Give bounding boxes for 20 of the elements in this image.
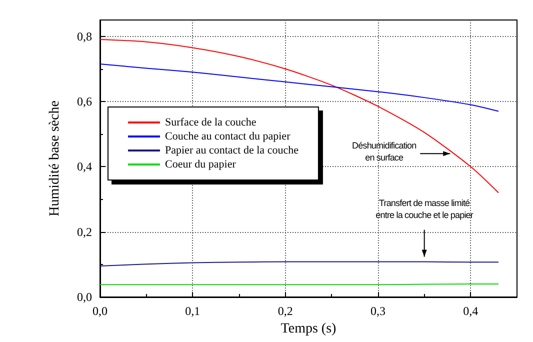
x-axis-title: Temps (s): [280, 322, 337, 336]
legend-label: Couche au contact du papier: [165, 130, 291, 142]
x-tick-label: 0,2: [278, 304, 293, 318]
x-tick-label: 0,4: [463, 304, 478, 318]
y-tick-label: 0,4: [77, 160, 92, 174]
y-tick-label: 0,8: [77, 29, 92, 44]
x-tick-label: 0,3: [370, 304, 386, 318]
line-series: [100, 63, 499, 112]
x-tick-label: 0,0: [92, 304, 108, 318]
legend-label: Coeur du papier: [165, 158, 236, 170]
x-tick-label: 0,1: [185, 304, 200, 318]
legend-label: Surface de la couche: [165, 116, 256, 128]
annotation: Transfert de masse limité entre la couche et le papier: [376, 198, 474, 220]
y-tick-label: 0,6: [77, 94, 92, 108]
y-axis-title: Humidité base sèche: [48, 100, 62, 216]
y-tick-label: 0,0: [77, 290, 92, 304]
annotation: Déshumidification en surface: [352, 140, 417, 163]
line-series: [100, 39, 499, 194]
legend-label: Papier au contact de la couche: [165, 144, 299, 156]
y-tick-label: 0,2: [77, 224, 92, 239]
